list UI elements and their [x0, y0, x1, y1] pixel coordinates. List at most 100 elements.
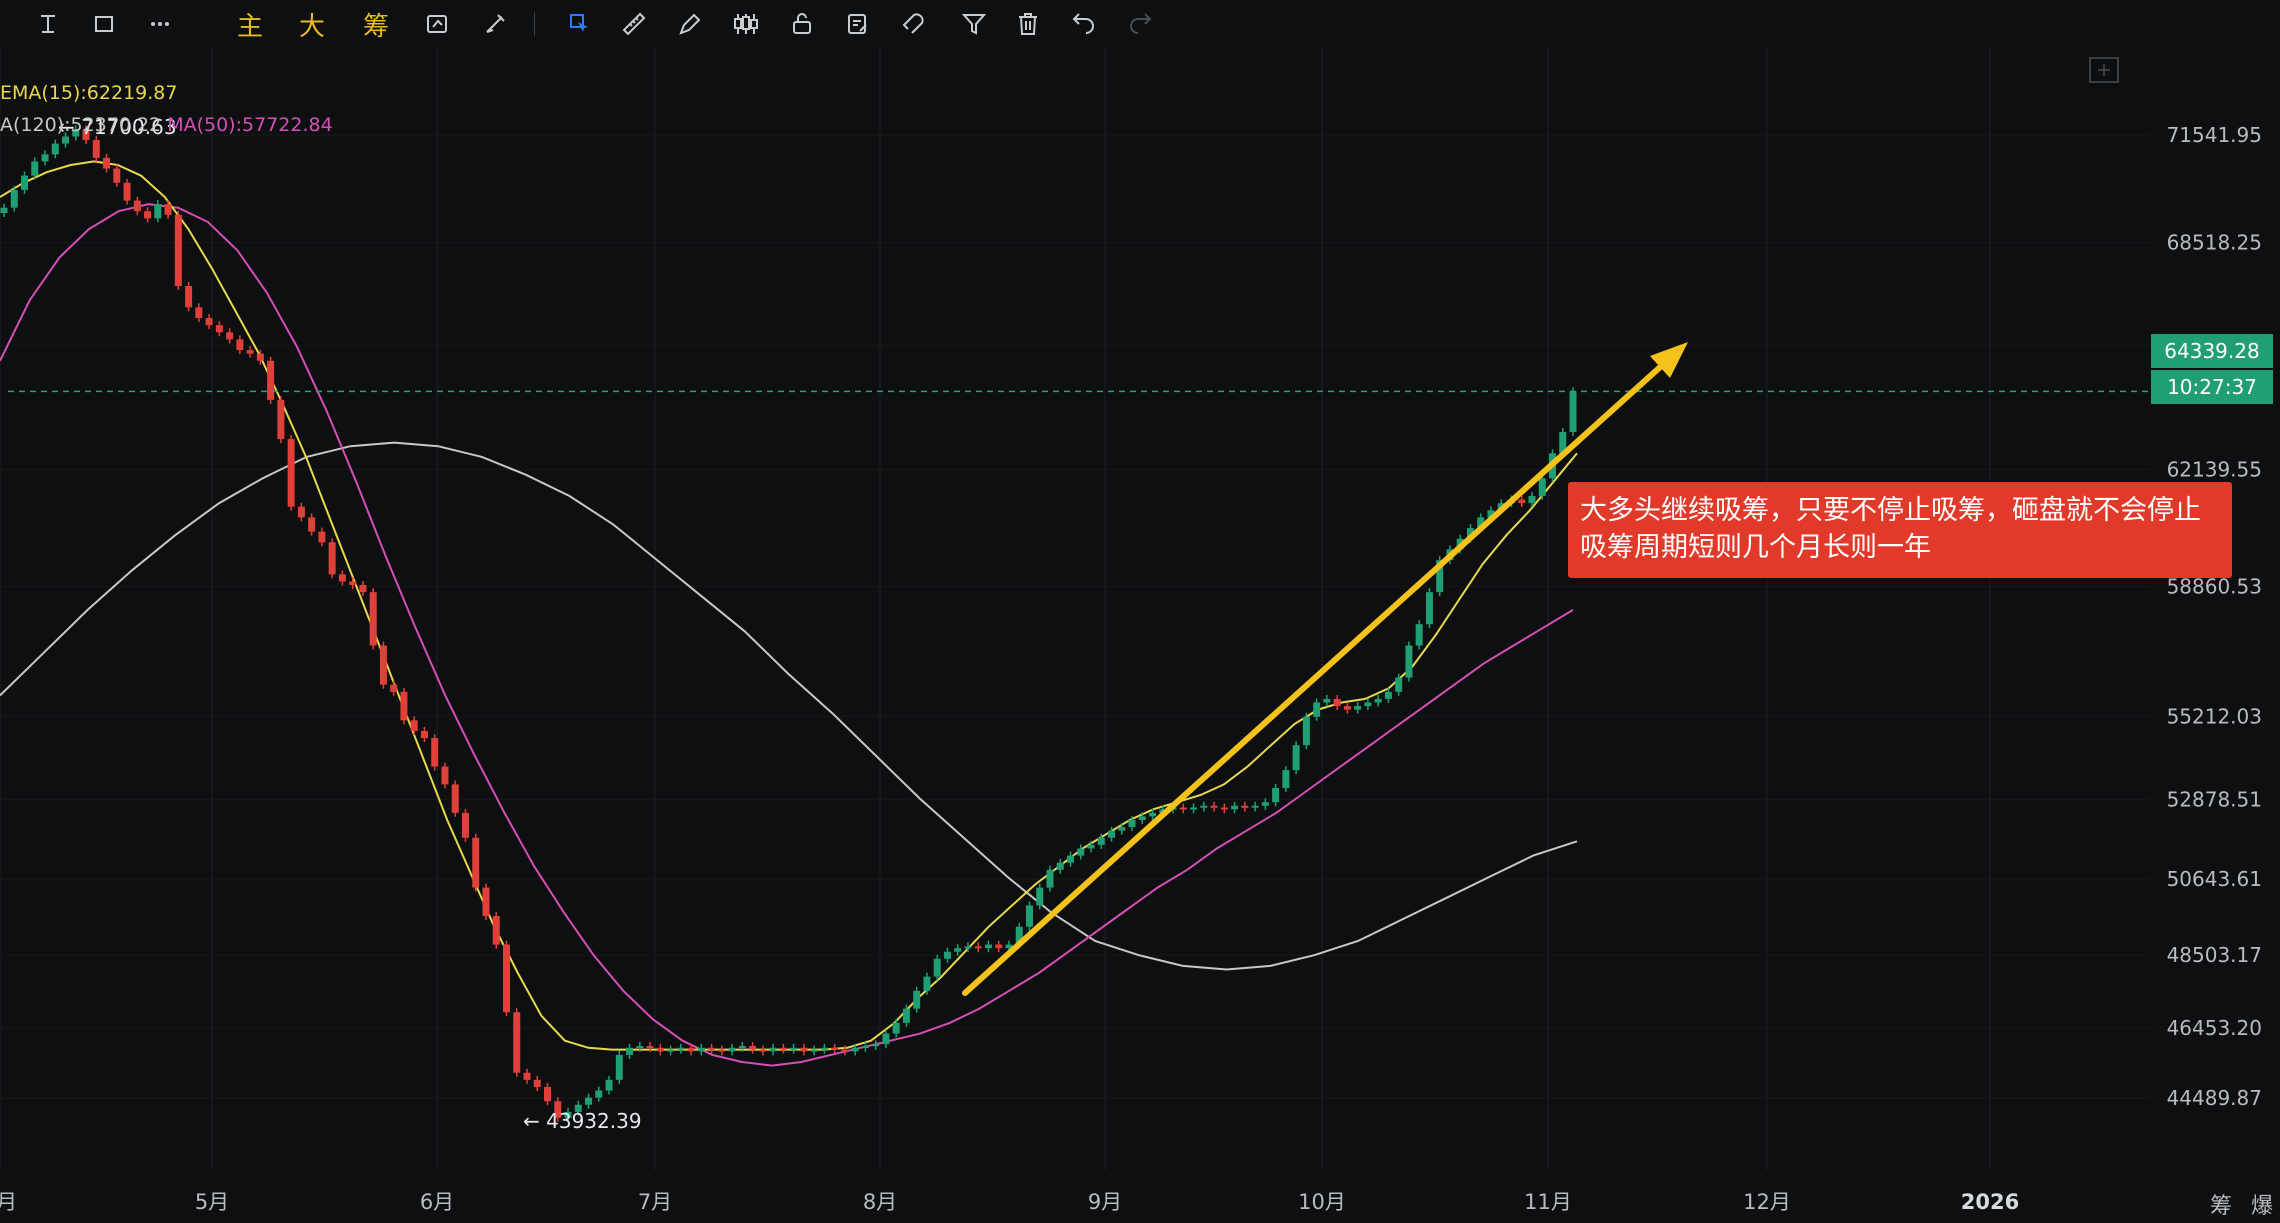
- candle-body: [482, 887, 490, 917]
- price-tick-label: 46453.20: [2167, 1016, 2262, 1040]
- candle-body: [277, 399, 285, 440]
- candle-body: [1015, 926, 1023, 945]
- magnet-icon[interactable]: [896, 0, 932, 48]
- candle-body: [841, 1049, 849, 1052]
- candle-body: [728, 1047, 736, 1052]
- ema15-legend: EMA(15):62219.87: [0, 82, 178, 104]
- candle-body: [718, 1049, 726, 1052]
- candle-body: [1251, 805, 1259, 808]
- pen-edit-icon[interactable]: [672, 0, 708, 48]
- candle-body: [851, 1047, 859, 1052]
- candle-body: [113, 168, 121, 183]
- candle-body: [933, 958, 941, 977]
- candle-countdown: 10:27:37: [2151, 370, 2273, 404]
- candle-body: [1374, 698, 1382, 703]
- candle-body: [1384, 691, 1392, 699]
- candle-body: [626, 1047, 634, 1055]
- candle-body: [1282, 770, 1290, 788]
- candle-body: [810, 1049, 818, 1052]
- tab-chip[interactable]: 筹: [362, 11, 389, 42]
- price-tick-label: 68518.25: [2167, 231, 2262, 255]
- candle-body: [523, 1072, 531, 1080]
- candle-body: [410, 720, 418, 731]
- time-tick-label: 4月: [0, 1190, 17, 1214]
- candle-body: [31, 161, 39, 176]
- time-tick-label: 9月: [1088, 1190, 1122, 1214]
- candle-body: [1005, 944, 1013, 949]
- redo-icon[interactable]: [1122, 0, 1158, 48]
- candle-body: [103, 157, 111, 169]
- candle-body: [1077, 848, 1085, 856]
- price-tick-label: 58860.53: [2167, 574, 2262, 598]
- current-price-tag: 64339.28: [2151, 334, 2273, 368]
- candle-body: [595, 1090, 603, 1098]
- ruler-icon[interactable]: [616, 0, 652, 48]
- ma120-path: [0, 441, 1578, 971]
- time-tick-label: 12月: [1743, 1190, 1791, 1214]
- price-tick-label: 71541.95: [2167, 123, 2262, 147]
- text-tool-icon[interactable]: [30, 0, 66, 48]
- candle-body: [92, 140, 100, 158]
- candle-body: [677, 1047, 685, 1050]
- candle-body: [1528, 496, 1536, 504]
- candle-body: [1364, 702, 1372, 707]
- drawing-sync-icon[interactable]: [420, 0, 456, 48]
- candle-body: [697, 1047, 705, 1052]
- candle-body: [82, 129, 90, 141]
- candle-body: [1036, 887, 1044, 906]
- tab-main[interactable]: 主: [236, 11, 263, 42]
- candle-body: [923, 976, 931, 991]
- candle-body: [1405, 645, 1413, 678]
- candles-icon[interactable]: [728, 0, 764, 48]
- time-tick-label: 10月: [1298, 1190, 1346, 1214]
- candle-body: [984, 944, 992, 949]
- price-axis: 71541.9568518.2565622.3462139.5558860.53…: [2167, 123, 2262, 1110]
- candle-body: [441, 766, 449, 785]
- candle-body: [533, 1079, 541, 1087]
- high-price-label: ← 71700.63: [58, 115, 177, 139]
- extreme-labels: ← 43932.39 ← 71700.63: [58, 115, 642, 1133]
- tab-big[interactable]: 大: [298, 11, 325, 42]
- candle-body: [708, 1047, 716, 1050]
- candle-body: [831, 1047, 839, 1050]
- candle-body: [656, 1047, 664, 1052]
- candle-body: [400, 691, 408, 721]
- candle-body: [1415, 624, 1423, 646]
- candle-body: [585, 1097, 593, 1105]
- candle-body: [1046, 869, 1054, 888]
- candle-body: [1466, 528, 1474, 539]
- candle-body: [492, 916, 500, 945]
- candle-body: [1210, 805, 1218, 808]
- candle-body: [954, 948, 962, 952]
- candle-body: [779, 1047, 787, 1050]
- candle-body: [1087, 844, 1095, 849]
- fullscreen-icon[interactable]: [2088, 56, 2120, 84]
- cursor-icon[interactable]: [562, 0, 598, 48]
- candle-body: [1118, 827, 1126, 831]
- candle-body: [51, 143, 59, 155]
- more-icon[interactable]: [142, 0, 178, 48]
- rectangle-tool-icon[interactable]: [86, 0, 122, 48]
- candle-body: [297, 506, 305, 518]
- candle-body: [1302, 716, 1310, 746]
- candle-body: [328, 542, 336, 575]
- candle-body: [1056, 862, 1064, 870]
- candle-body: [349, 581, 357, 586]
- candle-body: [318, 531, 326, 543]
- filter-icon[interactable]: [956, 0, 992, 48]
- undo-icon[interactable]: [1066, 0, 1102, 48]
- candle-body: [287, 439, 295, 507]
- notes-icon[interactable]: [840, 0, 876, 48]
- lock-icon[interactable]: [784, 0, 820, 48]
- candle-body: [308, 517, 316, 532]
- candle-body: [892, 1022, 900, 1034]
- brush-settings-icon[interactable]: [478, 0, 514, 48]
- candle-body: [513, 1012, 521, 1073]
- candle-body: [574, 1104, 582, 1112]
- candle-body: [1292, 745, 1300, 771]
- time-tick-label: 6月: [420, 1190, 454, 1214]
- price-tick-label: 50643.61: [2167, 867, 2262, 891]
- candle-body: [564, 1111, 572, 1118]
- trash-icon[interactable]: [1010, 0, 1046, 48]
